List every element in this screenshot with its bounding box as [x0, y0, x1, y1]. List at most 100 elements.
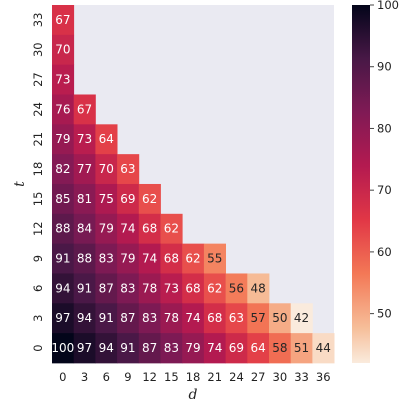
- y-tick-label: 27: [31, 72, 45, 87]
- cell-value-label: 82: [55, 162, 70, 176]
- heatmap-cell: [225, 303, 248, 334]
- cell-value-label: 79: [55, 132, 70, 146]
- cell-value-label: 48: [251, 281, 266, 295]
- heatmap-cell: [182, 303, 205, 334]
- heatmap-cell: [52, 5, 75, 36]
- cell-value-label: 79: [120, 252, 135, 266]
- heatmap-cell: [138, 333, 161, 364]
- heatmap-cell: [73, 243, 96, 274]
- cell-value-label: 68: [207, 311, 222, 325]
- cell-value-label: 70: [99, 162, 114, 176]
- x-tick-label: 36: [316, 370, 331, 384]
- colorbar-tick-label: 90: [377, 60, 392, 74]
- heatmap-cell: [182, 333, 205, 364]
- x-tick-label: 3: [81, 370, 88, 384]
- cell-value-label: 58: [272, 341, 287, 355]
- y-tick-label: 33: [31, 13, 45, 28]
- cell-value-label: 73: [164, 281, 179, 295]
- heatmap-cell: [52, 303, 75, 334]
- heatmap-cell: [203, 303, 226, 334]
- cell-value-label: 83: [99, 252, 114, 266]
- heatmap-cell: [160, 333, 183, 364]
- cell-value-label: 87: [142, 341, 157, 355]
- colorbar: [352, 5, 370, 363]
- cell-value-label: 68: [142, 222, 157, 236]
- cell-value-label: 42: [294, 311, 309, 325]
- cell-value-label: 75: [99, 192, 114, 206]
- heatmap-cell: [52, 183, 75, 215]
- heatmap-cell: [52, 333, 75, 364]
- cell-value-label: 77: [77, 162, 92, 176]
- cell-value-label: 73: [55, 73, 70, 87]
- heatmap-cell: [95, 183, 118, 215]
- y-tick-label: 9: [31, 255, 45, 262]
- cell-value-label: 88: [55, 222, 70, 236]
- cell-value-label: 94: [55, 281, 70, 295]
- cell-value-label: 94: [77, 311, 92, 325]
- heatmap-cell: [160, 243, 183, 274]
- cell-value-label: 91: [120, 341, 135, 355]
- cell-value-label: 64: [251, 341, 266, 355]
- heatmap-cell: [95, 213, 118, 245]
- x-tick-label: 33: [294, 370, 309, 384]
- y-tick-label: 12: [31, 221, 45, 236]
- cell-value-label: 100: [51, 341, 74, 355]
- cell-value-label: 62: [142, 192, 157, 206]
- cell-value-label: 79: [185, 341, 200, 355]
- heatmap-cell: [52, 154, 75, 185]
- y-tick-label: 30: [31, 42, 45, 57]
- heatmap-cell: [95, 273, 118, 304]
- heatmap-cell: [290, 333, 313, 364]
- heatmap-cell: [95, 243, 118, 274]
- heatmap-cell: [95, 154, 118, 185]
- y-tick-label: 6: [31, 285, 45, 292]
- cell-value-label: 94: [99, 341, 114, 355]
- heatmap-cell: [290, 303, 313, 334]
- x-axis-label: d: [189, 387, 198, 403]
- cell-value-label: 62: [207, 281, 222, 295]
- cell-value-label: 67: [77, 102, 92, 116]
- cell-value-label: 87: [120, 311, 135, 325]
- cell-value-label: 74: [207, 341, 222, 355]
- y-tick-label: 0: [31, 344, 45, 351]
- heatmap-cell: [95, 333, 118, 364]
- heatmap-cell: [160, 213, 183, 245]
- cell-value-label: 56: [229, 281, 244, 295]
- cell-value-label: 73: [77, 132, 92, 146]
- heatmap-cell: [117, 183, 140, 215]
- heatmap-cell: [73, 154, 96, 185]
- cell-value-label: 57: [251, 311, 266, 325]
- cell-value-label: 67: [55, 13, 70, 27]
- cell-value-label: 64: [99, 132, 114, 146]
- cell-value-label: 62: [164, 222, 179, 236]
- heatmap-cell: [203, 333, 226, 364]
- x-tick-label: 15: [164, 370, 179, 384]
- cell-value-label: 63: [229, 311, 244, 325]
- heatmap-cell: [160, 303, 183, 334]
- cell-value-label: 74: [142, 252, 157, 266]
- y-tick-label: 18: [31, 162, 45, 177]
- heatmap-cell: [247, 303, 270, 334]
- cell-value-label: 76: [55, 102, 70, 116]
- heatmap-cell: [117, 213, 140, 245]
- cell-value-label: 85: [55, 192, 70, 206]
- cell-value-label: 74: [120, 222, 135, 236]
- cell-value-label: 63: [120, 162, 135, 176]
- cell-value-label: 83: [120, 281, 135, 295]
- cell-value-label: 78: [142, 281, 157, 295]
- heatmap-cell: [73, 124, 96, 155]
- colorbar-tick-label: 80: [377, 121, 392, 135]
- cell-value-label: 91: [99, 311, 114, 325]
- heatmap-cell: [117, 303, 140, 334]
- cell-value-label: 97: [77, 341, 92, 355]
- y-tick-label: 24: [31, 102, 45, 117]
- heatmap-cell: [52, 94, 75, 125]
- cell-value-label: 51: [294, 341, 309, 355]
- cell-value-label: 81: [77, 192, 92, 206]
- x-tick-label: 12: [142, 370, 157, 384]
- heatmap-cell: [73, 213, 96, 245]
- x-tick-label: 6: [103, 370, 110, 384]
- cell-value-label: 62: [185, 252, 200, 266]
- x-tick-label: 9: [124, 370, 131, 384]
